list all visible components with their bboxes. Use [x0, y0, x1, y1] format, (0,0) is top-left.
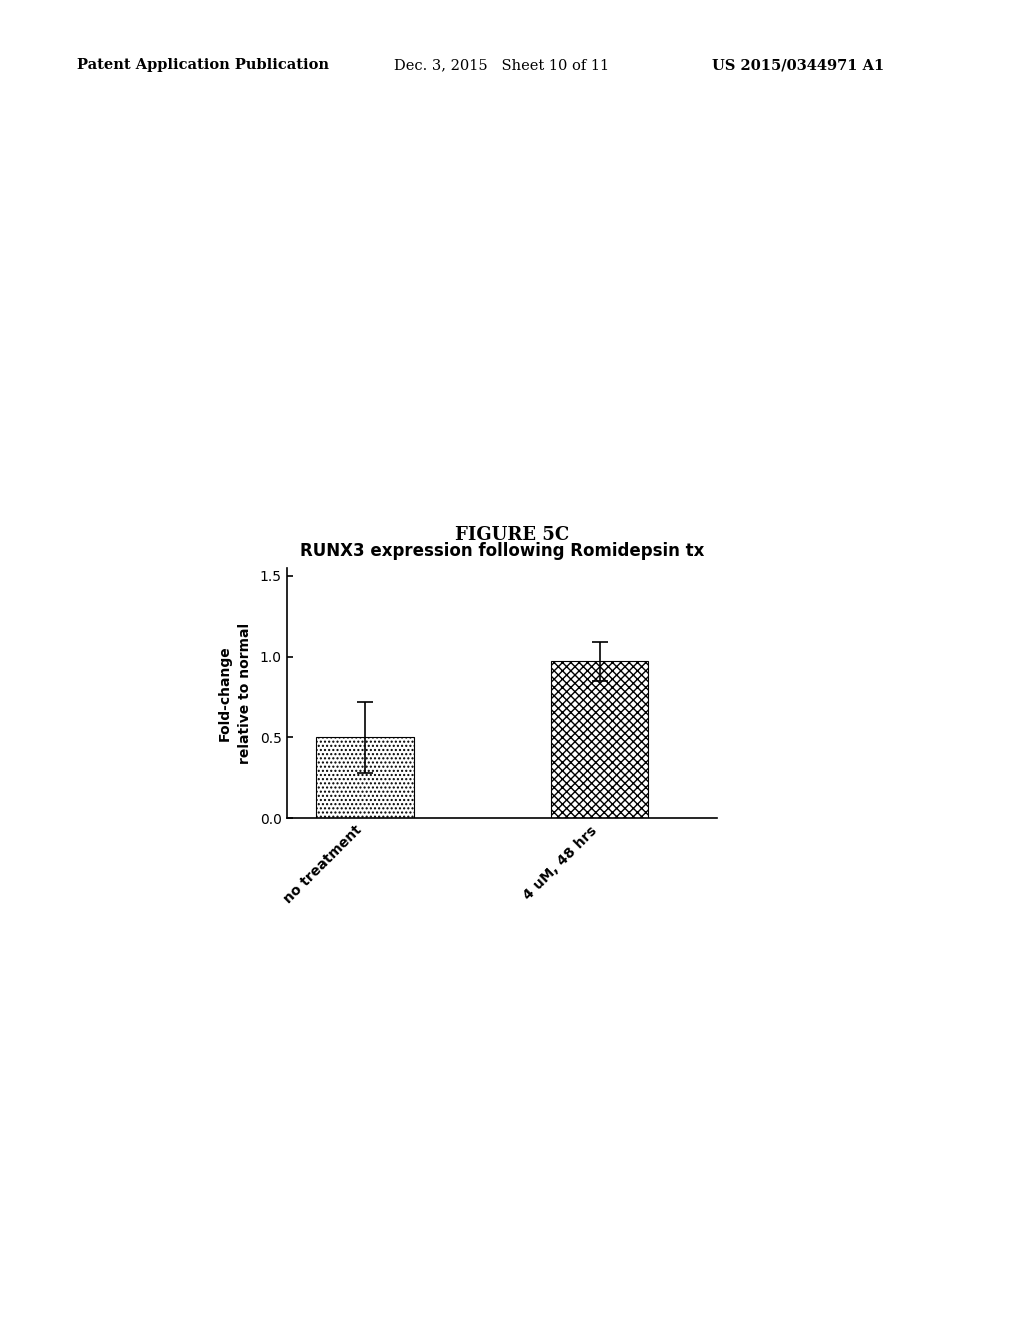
Text: US 2015/0344971 A1: US 2015/0344971 A1	[712, 58, 884, 73]
Bar	[551, 661, 648, 818]
Text: FIGURE 5C: FIGURE 5C	[455, 525, 569, 544]
Title: RUNX3 expression following Romidepsin tx: RUNX3 expression following Romidepsin tx	[300, 543, 703, 561]
Bar	[316, 738, 414, 818]
Text: Dec. 3, 2015   Sheet 10 of 11: Dec. 3, 2015 Sheet 10 of 11	[394, 58, 609, 73]
Y-axis label: Fold-change
relative to normal: Fold-change relative to normal	[218, 623, 252, 763]
Text: Patent Application Publication: Patent Application Publication	[77, 58, 329, 73]
